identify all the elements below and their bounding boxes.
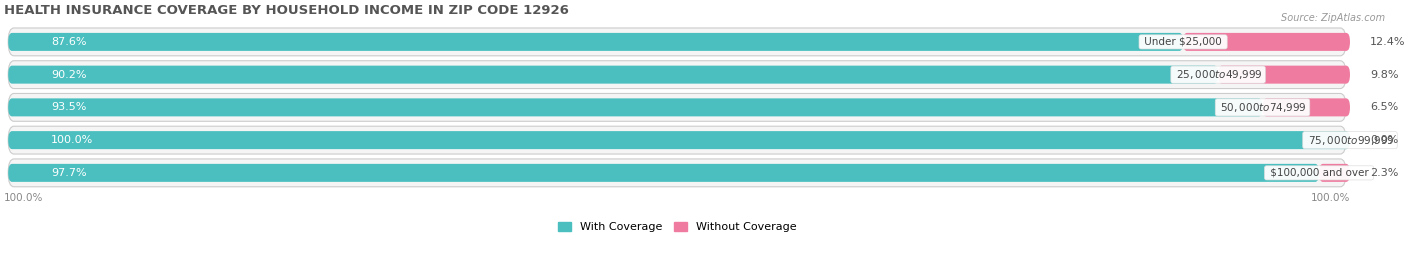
Text: Source: ZipAtlas.com: Source: ZipAtlas.com: [1281, 13, 1385, 23]
Text: 12.4%: 12.4%: [1371, 37, 1406, 47]
Text: 9.8%: 9.8%: [1371, 70, 1399, 80]
Text: $75,000 to $99,999: $75,000 to $99,999: [1305, 134, 1395, 147]
FancyBboxPatch shape: [8, 93, 1346, 121]
FancyBboxPatch shape: [8, 28, 1346, 56]
Text: 87.6%: 87.6%: [51, 37, 87, 47]
Text: 93.5%: 93.5%: [51, 102, 87, 112]
Text: 100.0%: 100.0%: [4, 193, 44, 203]
FancyBboxPatch shape: [1182, 33, 1350, 51]
FancyBboxPatch shape: [8, 66, 1218, 84]
FancyBboxPatch shape: [8, 164, 1319, 182]
Text: 100.0%: 100.0%: [51, 135, 94, 145]
Text: 100.0%: 100.0%: [1310, 193, 1350, 203]
FancyBboxPatch shape: [1263, 98, 1350, 116]
FancyBboxPatch shape: [1319, 164, 1350, 182]
Text: 6.5%: 6.5%: [1371, 102, 1399, 112]
Text: 90.2%: 90.2%: [51, 70, 87, 80]
Text: $100,000 and over: $100,000 and over: [1267, 168, 1371, 178]
Text: HEALTH INSURANCE COVERAGE BY HOUSEHOLD INCOME IN ZIP CODE 12926: HEALTH INSURANCE COVERAGE BY HOUSEHOLD I…: [4, 4, 569, 17]
FancyBboxPatch shape: [8, 61, 1346, 89]
Legend: With Coverage, Without Coverage: With Coverage, Without Coverage: [558, 222, 796, 232]
FancyBboxPatch shape: [8, 131, 1350, 149]
Text: 0.0%: 0.0%: [1371, 135, 1399, 145]
Text: $50,000 to $74,999: $50,000 to $74,999: [1218, 101, 1308, 114]
FancyBboxPatch shape: [8, 33, 1182, 51]
FancyBboxPatch shape: [8, 98, 1263, 116]
Text: Under $25,000: Under $25,000: [1142, 37, 1225, 47]
FancyBboxPatch shape: [1218, 66, 1350, 84]
FancyBboxPatch shape: [8, 159, 1346, 187]
Text: $25,000 to $49,999: $25,000 to $49,999: [1173, 68, 1263, 81]
Text: 97.7%: 97.7%: [51, 168, 87, 178]
FancyBboxPatch shape: [8, 126, 1346, 154]
Text: 2.3%: 2.3%: [1371, 168, 1399, 178]
